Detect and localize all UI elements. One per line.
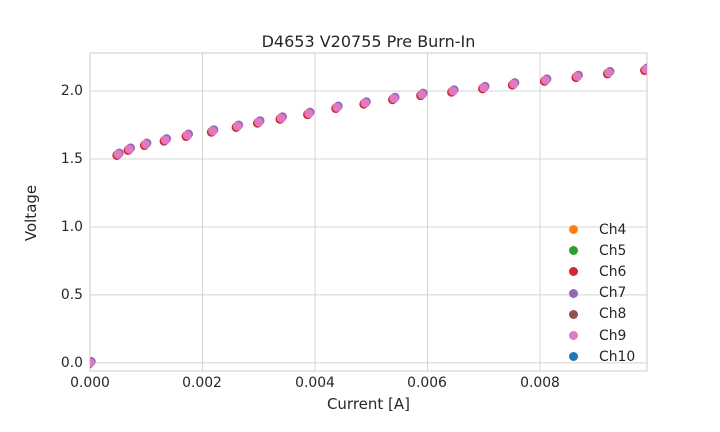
data-point-ch9: [389, 94, 399, 104]
data-point-ch9: [572, 71, 582, 81]
data-point-ch9: [182, 130, 192, 140]
legend-item-ch6: Ch6: [569, 261, 635, 282]
legend-marker-ch10-icon: [569, 352, 578, 362]
x-axis-label: Current [A]: [326, 395, 411, 413]
chart-title: D4653 V20755 Pre Burn-In: [261, 32, 476, 51]
legend-item-ch5: Ch5: [569, 240, 635, 261]
data-point-ch9: [276, 113, 286, 123]
legend-label-ch8: Ch8: [599, 306, 627, 323]
legend-marker-ch4-icon: [569, 225, 578, 235]
x-tick-label: 0.002: [182, 375, 222, 391]
legend-item-ch7: Ch7: [569, 283, 635, 304]
x-tick-label: 0.008: [520, 375, 560, 391]
legend-marker-ch8-icon: [569, 309, 578, 319]
legend-label-ch4: Ch4: [599, 221, 627, 238]
legend-item-ch10: Ch10: [569, 346, 635, 367]
x-tick-label: 0.006: [407, 375, 447, 391]
x-tick-label: 0.000: [70, 375, 110, 391]
data-point-ch9: [417, 89, 427, 99]
legend-marker-ch6-icon: [569, 267, 578, 277]
legend-marker-ch5-icon: [569, 246, 578, 256]
y-tick-label: 2.0: [60, 83, 83, 99]
data-point-ch9: [304, 108, 314, 118]
data-point-ch9: [509, 79, 519, 89]
legend-item-ch9: Ch9: [569, 325, 635, 346]
y-tick-label: 0.5: [60, 287, 83, 303]
data-point-ch9: [208, 126, 218, 136]
legend-item-ch4: Ch4: [569, 219, 635, 240]
legend-label-ch6: Ch6: [599, 263, 627, 280]
axes-spines: [89, 52, 648, 372]
legend-label-ch7: Ch7: [599, 285, 627, 302]
data-point-ch9: [254, 117, 264, 127]
x-tick-label: 0.004: [295, 375, 335, 391]
y-tick-label: 1.0: [60, 219, 83, 235]
legend-item-ch8: Ch8: [569, 304, 635, 325]
data-point-ch9: [90, 358, 95, 368]
legend-marker-ch9-icon: [569, 331, 578, 341]
data-point-ch9: [232, 121, 242, 131]
legend-label-ch10: Ch10: [599, 348, 636, 365]
legend: Ch4 Ch5 Ch6 Ch7 Ch8 Ch9 Ch10: [569, 219, 635, 367]
y-tick-label: 0.0: [60, 355, 83, 371]
legend-label-ch5: Ch5: [599, 242, 627, 259]
y-tick-label: 1.5: [60, 151, 83, 167]
legend-marker-ch7-icon: [569, 288, 578, 298]
y-axis-label: Voltage: [22, 184, 40, 242]
data-point-ch9: [124, 144, 134, 154]
data-point-ch9: [448, 86, 458, 96]
data-point-ch9: [479, 83, 489, 93]
data-point-ch9: [541, 75, 551, 85]
data-point-ch9: [641, 64, 647, 74]
data-point-ch9: [332, 102, 342, 112]
data-point-ch9: [160, 135, 170, 145]
data-point-ch9: [113, 149, 123, 159]
legend-label-ch9: Ch9: [599, 327, 627, 344]
data-point-ch9: [604, 68, 614, 78]
data-point-ch9: [360, 98, 370, 108]
scatter-points: [90, 63, 647, 369]
data-point-ch9: [141, 139, 151, 149]
